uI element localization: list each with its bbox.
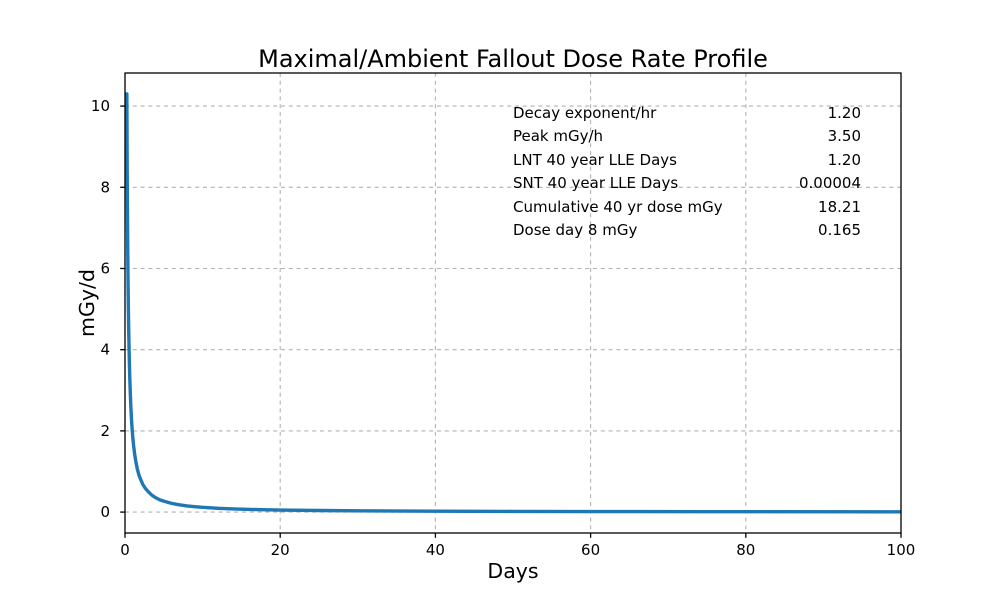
x-tick-label: 0	[120, 541, 130, 559]
stat-row: Decay exponent/hr 1.20	[513, 101, 861, 125]
stat-label: Cumulative 40 yr dose mGy	[513, 197, 723, 216]
x-axis-label: Days	[487, 559, 539, 583]
x-tick-label: 60	[581, 541, 600, 559]
stat-value: 1.20	[827, 150, 861, 169]
stat-row: Peak mGy/h 3.50	[513, 125, 861, 149]
stat-row: Dose day 8 mGy 0.165	[513, 219, 861, 243]
stat-label: Decay exponent/hr	[513, 103, 657, 122]
y-tick-label: 2	[100, 422, 110, 440]
x-tick-label: 100	[887, 541, 916, 559]
x-tick-label: 80	[736, 541, 755, 559]
stat-label: SNT 40 year LLE Days	[513, 174, 679, 193]
stat-value: 18.21	[818, 197, 861, 216]
x-tick-label: 40	[426, 541, 445, 559]
axis-tick-labels: 0 20 40 60 80 100 0 2 4 6 8 10	[91, 97, 915, 559]
fallout-dose-rate-line	[125, 92, 901, 514]
y-tick-label: 10	[91, 97, 110, 115]
stat-value: 1.20	[827, 103, 861, 122]
stat-label: Peak mGy/h	[513, 127, 604, 146]
stat-label: Dose day 8 mGy	[513, 221, 638, 240]
y-tick-label: 0	[100, 503, 110, 521]
stat-label: LNT 40 year LLE Days	[513, 150, 677, 169]
y-tick-label: 4	[100, 341, 110, 359]
plot-border	[124, 72, 902, 534]
stat-value: 3.50	[827, 127, 861, 146]
y-tick-label: 6	[100, 259, 110, 277]
stat-value: 0.165	[818, 221, 861, 240]
x-tick-label: 20	[271, 541, 290, 559]
y-axis-label: mGy/d	[75, 269, 99, 337]
chart-title: Maximal/Ambient Fallout Dose Rate Profil…	[258, 45, 768, 73]
stat-row: LNT 40 year LLE Days 1.20	[513, 148, 861, 172]
data-series	[125, 92, 901, 514]
axis-ticks	[120, 105, 902, 538]
stat-row: Cumulative 40 yr dose mGy 18.21	[513, 195, 861, 219]
stat-value: 0.00004	[798, 174, 861, 193]
stats-panel: Decay exponent/hr 1.20 Peak mGy/h 3.50 L…	[513, 101, 861, 242]
y-tick-label: 8	[100, 178, 110, 196]
stat-row: SNT 40 year LLE Days 0.00004	[513, 172, 861, 196]
